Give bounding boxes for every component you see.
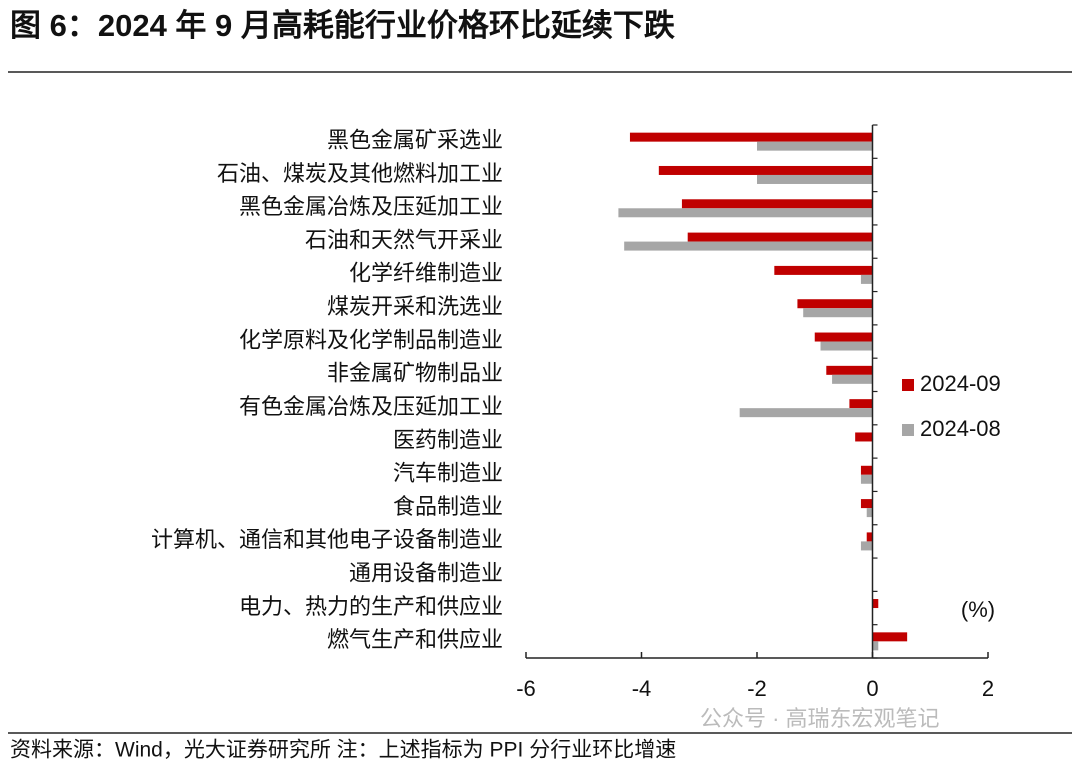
y-tick-label: 有色金属冶炼及压延加工业 xyxy=(239,394,503,419)
bar xyxy=(860,499,873,509)
y-tick-label: 燃气生产和供应业 xyxy=(327,627,503,652)
bar xyxy=(860,541,873,551)
y-tick-label: 汽车制造业 xyxy=(393,461,503,486)
bar xyxy=(826,365,873,375)
y-tick-label: 通用设备制造业 xyxy=(349,561,503,586)
y-tick-label: 电力、热力的生产和供应业 xyxy=(239,594,503,619)
bar xyxy=(872,641,879,651)
chart-title: 图 6：2024 年 9 月高耗能行业价格环比延续下跌 xyxy=(10,8,675,43)
y-tick-label: 食品制造业 xyxy=(393,494,503,519)
unit-label: (%) xyxy=(961,597,995,622)
bar xyxy=(757,141,873,151)
bar xyxy=(658,165,873,175)
bar xyxy=(814,332,873,342)
bar xyxy=(797,299,873,309)
x-tick-label: -2 xyxy=(747,676,767,701)
y-tick-label: 非金属矿物制品业 xyxy=(327,361,503,386)
bar xyxy=(681,199,873,209)
legend-label: 2024-08 xyxy=(920,416,1001,441)
bar xyxy=(872,632,908,642)
bar xyxy=(774,265,873,275)
source-note: 资料来源：Wind，光大证券研究所 注：上述指标为 PPI 分行业环比增速 xyxy=(10,739,676,762)
x-tick-label: -6 xyxy=(516,676,536,701)
y-tick-label: 石油、煤炭及其他燃料加工业 xyxy=(217,161,503,186)
bar xyxy=(860,274,873,284)
bar xyxy=(866,508,873,518)
bar xyxy=(757,174,873,184)
bar xyxy=(629,132,873,142)
bar xyxy=(739,408,873,418)
bar xyxy=(832,374,873,384)
bar xyxy=(624,241,873,251)
bar xyxy=(860,465,873,475)
y-tick-label: 煤炭开采和洗选业 xyxy=(327,294,503,319)
bar xyxy=(687,232,873,242)
bar xyxy=(618,208,873,218)
bar xyxy=(803,308,873,318)
legend-swatch xyxy=(902,424,914,436)
legend-swatch xyxy=(902,379,914,391)
y-tick-label: 石油和天然气开采业 xyxy=(305,227,503,252)
bar xyxy=(855,432,873,442)
bar xyxy=(820,341,873,351)
y-tick-label: 医药制造业 xyxy=(393,427,503,452)
bar xyxy=(872,599,879,609)
bar xyxy=(860,474,873,484)
y-tick-label: 计算机、通信和其他电子设备制造业 xyxy=(151,527,503,552)
y-tick-label: 化学纤维制造业 xyxy=(349,261,503,286)
y-tick-label: 黑色金属冶炼及压延加工业 xyxy=(239,194,503,219)
y-tick-label: 黑色金属矿采选业 xyxy=(327,127,503,152)
legend-label: 2024-09 xyxy=(920,371,1001,396)
x-tick-label: -4 xyxy=(632,676,652,701)
x-tick-label: 2 xyxy=(982,676,994,701)
watermark: 公众号 · 高瑞东宏观笔记 xyxy=(700,706,940,731)
bar xyxy=(849,399,873,409)
x-tick-label: 0 xyxy=(866,676,878,701)
y-tick-label: 化学原料及化学制品制造业 xyxy=(239,327,503,352)
bar xyxy=(866,532,873,542)
